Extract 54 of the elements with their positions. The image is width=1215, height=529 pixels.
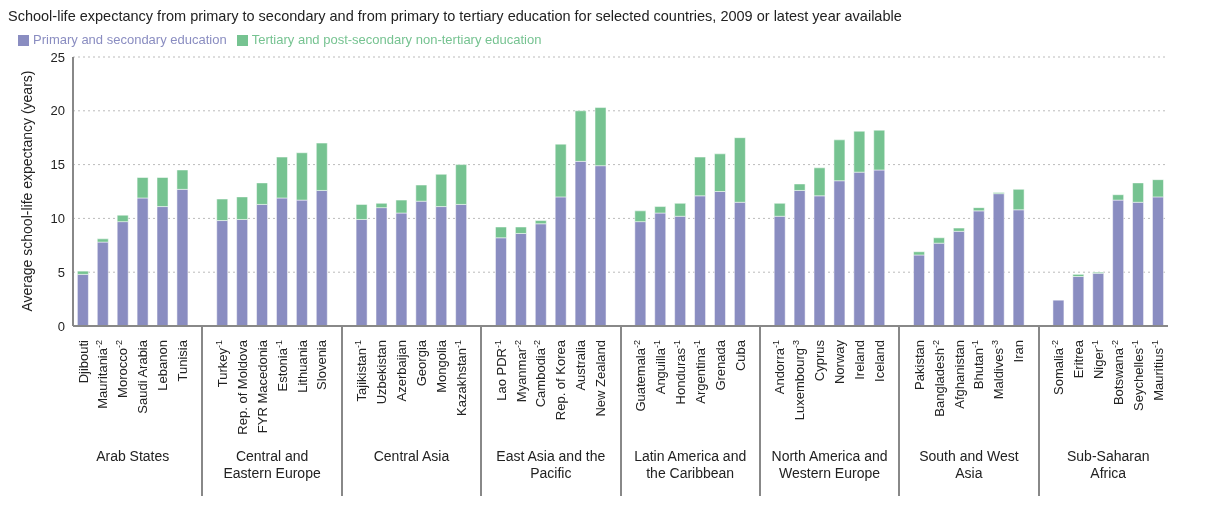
x-tick-label: Australia (573, 339, 589, 391)
text: East Asia and the Pacific (495, 448, 607, 482)
x-tick-label: Norway (832, 339, 848, 385)
x-tick-label: Afghanistan (951, 340, 967, 409)
x-tick-label: Saudi Arabia (135, 339, 151, 414)
text: Latin America and the Caribbean (633, 448, 748, 482)
x-tick-label: Ireland (851, 340, 867, 380)
x-tick-label: Slovenia (314, 339, 330, 390)
bar (992, 193, 1005, 326)
bar (913, 254, 925, 326)
x-tick-label: Georgia (413, 339, 429, 387)
text: Central and Eastern Europe (222, 448, 322, 482)
x-tick-label: FYR Macedonia (254, 339, 270, 434)
chart-title: School-life expectancy from primary to secondary and from primary to tertiary education for selected countries, 2009 or latest year available (8, 8, 903, 24)
x-tick-label: Rep. of Moldova (234, 339, 250, 435)
x-tick-label: Lebanon (155, 340, 171, 391)
y-tick-label: 15 (50, 157, 65, 173)
bar (953, 231, 965, 326)
bar (1072, 276, 1085, 326)
y-tick-label: 20 (50, 103, 65, 119)
y-axis-title: Average school-life expectancy (years) (18, 70, 35, 312)
x-tick-label: Djibouti (75, 339, 91, 384)
bar (97, 241, 109, 326)
bar (535, 223, 547, 326)
text: North America and Western Europe (770, 448, 889, 482)
y-tick-label: 0 (57, 318, 65, 334)
x-tick-label: Iceland (871, 340, 887, 382)
x-tick-label: Lithuania (294, 339, 310, 393)
bar (973, 210, 985, 326)
bar (375, 207, 388, 326)
x-tick-label: Cyprus (812, 339, 828, 382)
text: Central Asia (372, 448, 451, 465)
text: Sub-Saharan Africa (1066, 448, 1151, 482)
bar (1092, 273, 1104, 326)
legend-label: Primary and secondary education (33, 32, 227, 47)
x-tick-label: Mongolia (433, 339, 449, 393)
x-tick-label: Pakistan (911, 340, 927, 390)
bar (1052, 299, 1065, 326)
x-tick-label: Eritrea (1070, 339, 1086, 379)
x-tick-label: Uzbekistan (374, 340, 390, 405)
x-tick-label: New Zealand (593, 340, 609, 417)
x-tick-label: Cuba (732, 339, 748, 372)
x-tick-label: Iran (1011, 340, 1027, 363)
y-tick-label: 25 (50, 49, 65, 65)
legend-label: Tertiary and post-secondary non-tertiary education (251, 32, 542, 47)
x-tick-label: Grenada (712, 339, 728, 391)
bar (77, 274, 89, 326)
text: Arab States (95, 448, 171, 465)
y-tick-label: 5 (57, 264, 65, 280)
text: South and West Asia (918, 448, 1020, 482)
x-tick-label: Azerbaijan (394, 340, 410, 402)
x-tick-label: Tunisia (175, 339, 191, 382)
y-tick-label: 10 (50, 211, 65, 227)
x-tick-label: Rep. of Korea (553, 339, 569, 421)
